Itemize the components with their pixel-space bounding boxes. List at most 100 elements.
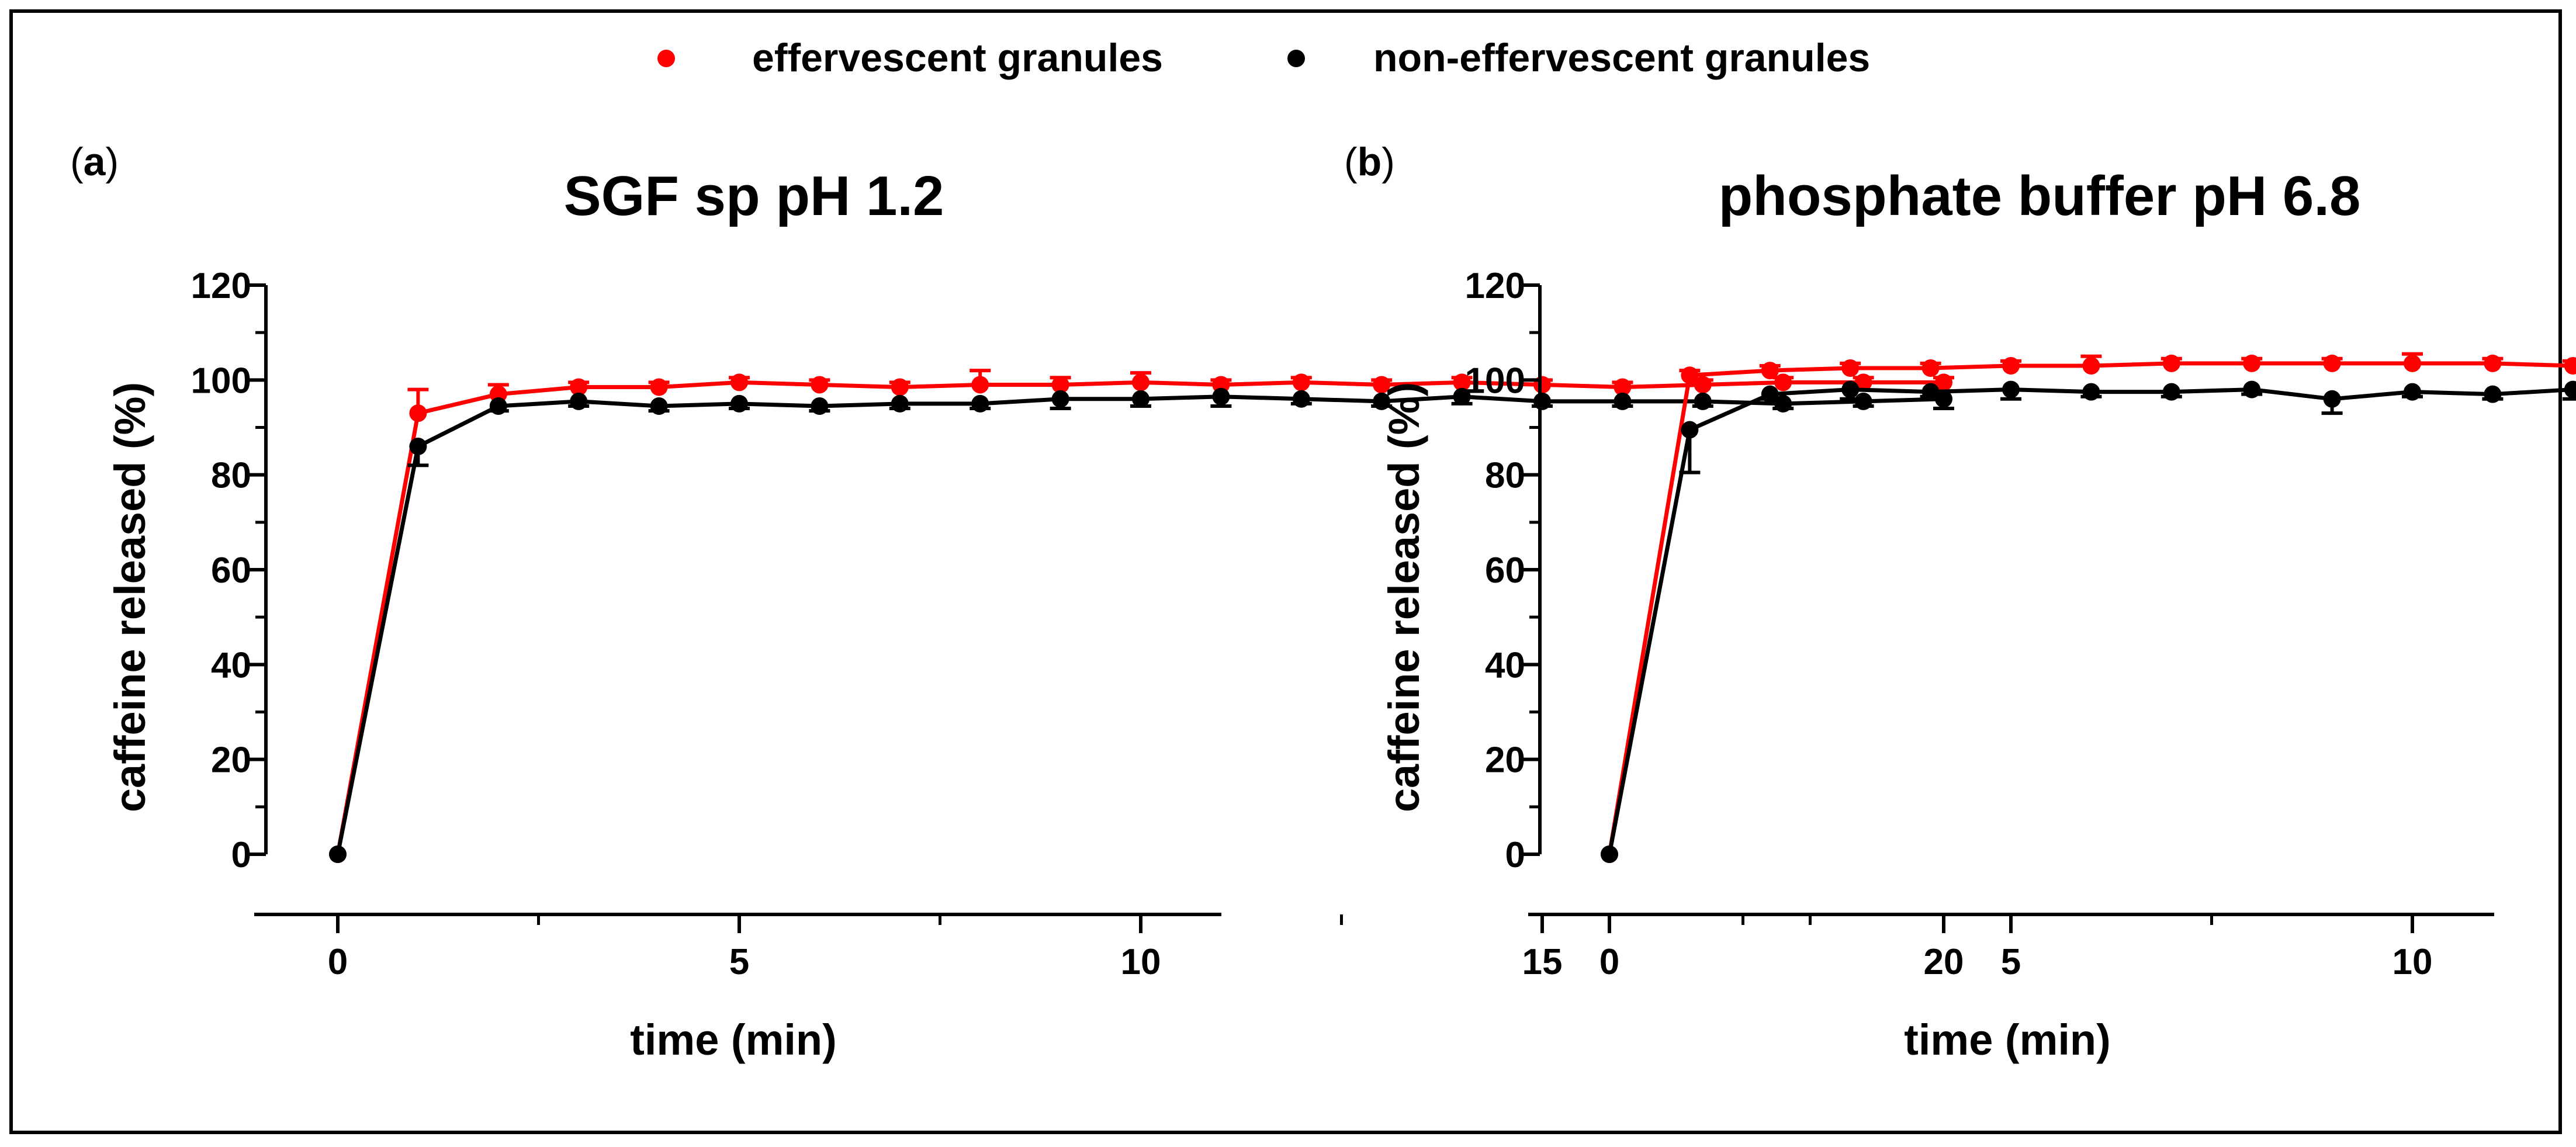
data-point (2082, 383, 2100, 401)
data-point (1841, 380, 1860, 398)
panel-label-b: (b) (1344, 140, 1395, 184)
data-point (409, 437, 427, 455)
data-point (1453, 387, 1471, 406)
y-axis-label-b: caffeine released (%) (1380, 382, 1428, 812)
data-point (1761, 385, 1779, 403)
x-tick-label: 0 (1599, 942, 1619, 982)
x-axis-label-a: time (min) (630, 1016, 837, 1064)
data-point (1841, 359, 1860, 377)
data-point (1292, 373, 1310, 391)
panel-label-open: ( (1344, 140, 1358, 184)
y-tick-label: 80 (1485, 456, 1525, 496)
data-point (2162, 383, 2180, 401)
data-point (1761, 362, 1779, 380)
data-point (1774, 373, 1792, 391)
data-point (1132, 373, 1149, 391)
legend-label-effervescent: effervescent granules (752, 36, 1163, 80)
data-point (1373, 392, 1391, 410)
data-point (1614, 392, 1632, 410)
panel-label-a: (a) (70, 140, 119, 184)
panel-label-letter: b (1358, 140, 1382, 184)
data-point (1051, 376, 1069, 394)
chart-panel-b: (b) phosphate buffer pH 6.8 time (min) c… (1344, 140, 2576, 1064)
data-point (2082, 356, 2100, 375)
legend-marker-effervescent (657, 50, 675, 67)
y-tick-label: 120 (1465, 266, 1525, 306)
data-point (730, 373, 748, 391)
x-tick-label: 20 (1924, 942, 1964, 982)
x-tick-label: 5 (2001, 942, 2021, 982)
data-point (2404, 383, 2421, 401)
x-tick-label: 10 (1121, 942, 1161, 982)
legend: effervescent granules non-effervescent g… (657, 36, 1870, 80)
series-effervescent (1601, 352, 2576, 863)
data-point (650, 397, 668, 415)
series-non-effervescent (1601, 380, 2576, 863)
panel-label-open: ( (70, 140, 84, 184)
chart-title-a: SGF sp pH 1.2 (564, 165, 944, 227)
y-tick-label: 20 (1485, 740, 1525, 781)
y-tick-label: 60 (1485, 550, 1525, 591)
series-effervescent (329, 369, 1954, 863)
data-point (891, 394, 909, 413)
data-point (1051, 390, 1069, 408)
x-tick-label: 10 (2393, 942, 2433, 982)
chart-title-b: phosphate buffer pH 6.8 (1719, 165, 2361, 227)
data-point (1373, 376, 1391, 394)
data-point (2484, 385, 2502, 403)
data-point (971, 394, 989, 413)
data-point (971, 376, 989, 394)
data-point (2243, 380, 2261, 398)
legend-marker-non-effervescent (1287, 50, 1305, 67)
data-point (329, 845, 347, 863)
data-point (489, 397, 507, 415)
y-tick-label: 0 (231, 835, 251, 875)
data-point (1854, 373, 1872, 391)
y-tick-label: 100 (191, 361, 251, 401)
y-tick-label: 40 (1485, 645, 1525, 685)
data-point (650, 378, 668, 396)
data-point (1694, 376, 1712, 394)
y-tick-label: 120 (191, 266, 251, 306)
legend-label-non-effervescent: non-effervescent granules (1373, 36, 1870, 80)
data-point (1681, 421, 1699, 439)
x-tick-label: 15 (1522, 942, 1563, 982)
data-point (2323, 354, 2341, 372)
data-point (1935, 390, 1952, 408)
data-point (1921, 359, 1940, 377)
data-point (1681, 366, 1699, 384)
data-point (2323, 390, 2341, 408)
x-axis-label-b: time (min) (1904, 1016, 2111, 1064)
data-point (2564, 380, 2576, 398)
plot-area-b: 0 20 40 60 80 100 120 0 5 10 15 20 (1465, 266, 2576, 982)
chart-panel-a: (a) SGF sp pH 1.2 time (min) caffeine re… (70, 140, 1964, 1064)
data-point (409, 404, 427, 422)
x-tick-label: 0 (328, 942, 348, 982)
y-axis-label-a: caffeine released (%) (106, 382, 154, 812)
y-tick-label: 80 (211, 456, 251, 496)
data-point (570, 378, 588, 396)
series-line (335, 394, 1944, 855)
data-point (1854, 392, 1872, 410)
data-point (1614, 378, 1632, 396)
y-tick-label: 60 (211, 550, 251, 591)
figure-frame (9, 9, 2562, 1134)
data-point (1212, 387, 1230, 406)
data-point (891, 378, 909, 396)
panel-label-letter: a (84, 140, 106, 184)
data-point (1533, 392, 1551, 410)
y-tick-label: 100 (1465, 361, 1525, 401)
data-point (2404, 354, 2421, 372)
data-point (1132, 390, 1149, 408)
data-point (811, 397, 829, 415)
data-point (1921, 383, 1940, 401)
data-point (2243, 354, 2261, 372)
data-point (2564, 356, 2576, 375)
data-point (1453, 373, 1471, 391)
series-line (1607, 361, 2576, 855)
data-point (2002, 356, 2020, 375)
data-point (2484, 354, 2502, 372)
series-non-effervescent (329, 387, 1954, 863)
data-point (2162, 354, 2180, 372)
